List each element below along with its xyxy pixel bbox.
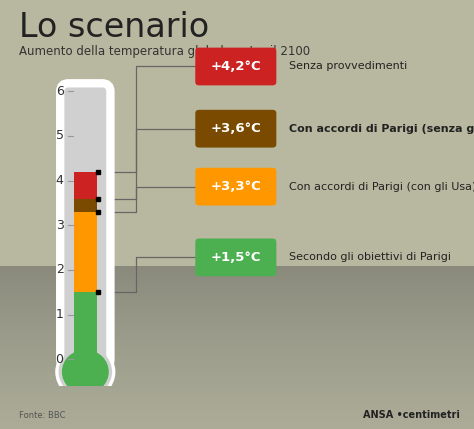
Text: 3: 3: [55, 219, 64, 232]
Bar: [0, 342, 474, 345]
Bar: [0, 280, 474, 282]
Bar: [0, 282, 474, 285]
Bar: [0, 358, 474, 361]
Text: 0: 0: [55, 353, 64, 366]
Bar: [0, 372, 474, 375]
Bar: [0, 378, 474, 380]
Text: Senza provvedimenti: Senza provvedimenti: [289, 61, 407, 72]
FancyBboxPatch shape: [195, 168, 276, 205]
Text: +4,2°C: +4,2°C: [210, 60, 261, 73]
Bar: [0, 347, 474, 350]
Bar: [0, 329, 474, 331]
Bar: [0, 388, 474, 391]
Text: Lo scenario: Lo scenario: [19, 11, 209, 44]
Bar: [0, 396, 474, 399]
Bar: [74, 292, 97, 360]
Text: 4: 4: [55, 174, 64, 187]
Bar: [0, 375, 474, 378]
Text: +3,3°C: +3,3°C: [210, 180, 261, 193]
Bar: [0, 410, 474, 413]
FancyBboxPatch shape: [60, 83, 110, 367]
Text: Con accordi di Parigi (con gli Usa): Con accordi di Parigi (con gli Usa): [289, 181, 474, 192]
Bar: [0, 402, 474, 405]
Bar: [0, 399, 474, 402]
Text: Aumento della temperatura globale entro il 2100: Aumento della temperatura globale entro …: [19, 45, 310, 58]
Bar: [0, 307, 474, 309]
Text: ANSA •centimetri: ANSA •centimetri: [363, 410, 460, 420]
Text: 2: 2: [55, 263, 64, 276]
Bar: [0, 407, 474, 410]
Bar: [74, 212, 97, 292]
Bar: [0, 272, 474, 274]
Circle shape: [63, 350, 108, 393]
FancyBboxPatch shape: [195, 110, 276, 148]
Bar: [0, 315, 474, 317]
Bar: [0, 285, 474, 288]
Bar: [0, 339, 474, 342]
Bar: [0, 421, 474, 423]
Bar: [0, 369, 474, 372]
Bar: [0, 334, 474, 337]
Bar: [0, 337, 474, 339]
Bar: [0, 266, 474, 269]
Circle shape: [56, 344, 115, 399]
Bar: [0, 301, 474, 304]
Bar: [0, 380, 474, 383]
Bar: [0, 423, 474, 426]
Bar: [0, 413, 474, 415]
Bar: [0, 288, 474, 290]
Bar: [74, 199, 97, 212]
Bar: [0, 320, 474, 323]
Bar: [0, 299, 474, 301]
Text: +3,6°C: +3,6°C: [210, 122, 261, 135]
Bar: [0, 309, 474, 312]
Bar: [0, 304, 474, 307]
Bar: [0, 350, 474, 353]
Bar: [0, 361, 474, 364]
Text: Con accordi di Parigi (senza gli Usa): Con accordi di Parigi (senza gli Usa): [289, 124, 474, 134]
Bar: [0, 391, 474, 394]
Bar: [0, 269, 474, 272]
FancyBboxPatch shape: [195, 48, 276, 85]
Bar: [0, 277, 474, 280]
Text: Secondo gli obiettivi di Parigi: Secondo gli obiettivi di Parigi: [289, 252, 451, 263]
Bar: [0, 317, 474, 320]
Bar: [0, 326, 474, 329]
Bar: [0, 312, 474, 315]
Bar: [74, 172, 97, 199]
Bar: [0, 394, 474, 396]
Bar: [0, 293, 474, 296]
Bar: [0, 345, 474, 347]
Bar: [0, 418, 474, 421]
Circle shape: [59, 347, 111, 396]
Bar: [0, 290, 474, 293]
Bar: [0, 296, 474, 299]
Bar: [0, 274, 474, 277]
Bar: [0, 415, 474, 418]
Bar: [0, 405, 474, 407]
Text: 5: 5: [55, 130, 64, 142]
Bar: [0, 353, 474, 356]
Bar: [0, 364, 474, 366]
Bar: [0, 331, 474, 334]
Text: Fonte: BBC: Fonte: BBC: [19, 411, 65, 420]
Text: 6: 6: [55, 85, 64, 98]
Bar: [0, 323, 474, 326]
Bar: [0, 356, 474, 358]
Bar: [0, 386, 474, 388]
Text: +1,5°C: +1,5°C: [210, 251, 261, 264]
Bar: [0, 426, 474, 429]
Bar: [0, 366, 474, 369]
Text: 1: 1: [55, 308, 64, 321]
FancyBboxPatch shape: [195, 239, 276, 276]
Bar: [0, 383, 474, 386]
